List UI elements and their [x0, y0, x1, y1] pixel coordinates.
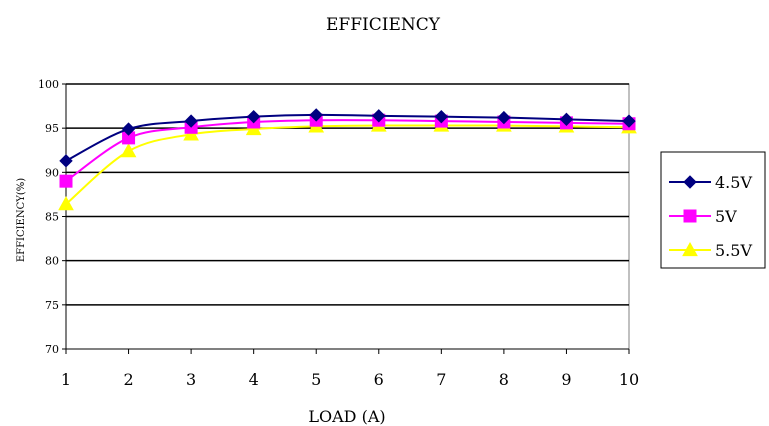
x-tick-label: 5: [311, 370, 321, 389]
x-axis-label: LOAD (A): [308, 407, 385, 426]
series-line-5V: [65, 119, 630, 182]
legend-marker-4.5V: [683, 175, 697, 189]
x-tick-label: 9: [561, 370, 571, 389]
y-tick-label: 85: [45, 211, 59, 224]
x-tick-label: 1: [61, 370, 71, 389]
data-point-4.5V-5: [309, 108, 323, 122]
x-tick-label: 6: [374, 370, 384, 389]
legend-label-5.5V: 5.5V: [715, 241, 752, 260]
y-tick-label: 95: [45, 122, 59, 135]
data-point-4.5V-9: [559, 112, 574, 127]
data-point-5.5V-1: [58, 196, 74, 211]
y-axis-label: EFFICIENCY(%): [16, 178, 27, 262]
data-point-5V-1: [59, 174, 73, 188]
y-tick-label: 70: [45, 343, 59, 356]
data-point-4.5V-2: [121, 122, 136, 136]
legend-box: [660, 151, 766, 269]
data-point-4.5V-8: [497, 110, 511, 125]
data-point-4.5V-10: [622, 114, 636, 128]
y-tick-label: 100: [38, 78, 59, 91]
data-point-5.5V-2: [120, 143, 137, 158]
data-point-4.5V-3: [184, 114, 198, 128]
legend-label-5V: 5V: [715, 207, 737, 226]
legend-marker-5.5V: [682, 241, 698, 257]
legend-marker-5V: [683, 209, 697, 223]
x-tick-label: 4: [249, 370, 259, 389]
x-tick-label: 2: [123, 370, 133, 389]
series-line-5.5V: [65, 124, 630, 205]
x-tick-label: 7: [436, 370, 446, 389]
data-point-4.5V-7: [434, 109, 449, 124]
data-point-4.5V-6: [372, 109, 386, 123]
y-tick-label: 75: [45, 299, 59, 312]
y-tick-label: 90: [45, 166, 59, 179]
legend-label-4.5V: 4.5V: [715, 173, 752, 192]
x-tick-label: 3: [186, 370, 196, 389]
x-tick-label: 10: [619, 370, 639, 389]
plot-area: 70 75 80 85 90 95 100 1 2 3 4 5 6 7 8 9 10: [38, 78, 639, 389]
data-point-4.5V-4: [246, 109, 261, 124]
x-tick-label: 8: [499, 370, 509, 389]
series-line-4.5V: [65, 113, 630, 162]
legend: 4.5V 5V 5.5V: [660, 151, 766, 269]
y-tick-label: 80: [45, 255, 59, 268]
data-point-4.5V-1: [59, 154, 73, 168]
chart-title: EFFICIENCY: [326, 15, 441, 35]
